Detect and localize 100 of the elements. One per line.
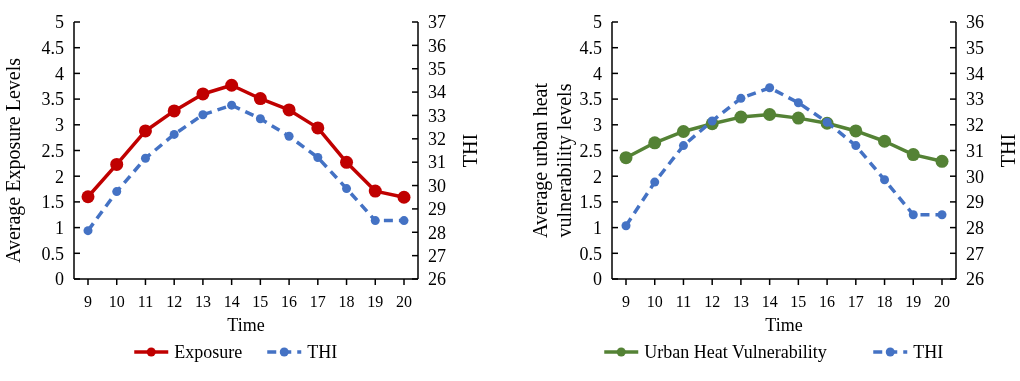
point	[255, 114, 265, 124]
x-tick-label: 17	[847, 292, 864, 310]
point	[908, 210, 918, 220]
y2-tick-label: 31	[966, 140, 984, 161]
x-tick-label: 19	[367, 292, 384, 310]
x-tick-label: 20	[396, 292, 412, 310]
point	[678, 141, 688, 151]
y2-tick-label: 34	[966, 63, 984, 84]
point	[650, 177, 660, 187]
point	[225, 78, 239, 92]
y-tick-label: 3	[593, 115, 602, 136]
point	[707, 116, 717, 126]
y-tick-label: 1	[55, 217, 64, 238]
x-tick-label: 11	[675, 292, 692, 310]
point	[198, 110, 208, 120]
point	[676, 124, 690, 138]
legend-label: Urban Heat Vulnerability	[644, 342, 827, 363]
y-tick-label: 1.5	[41, 192, 64, 213]
point	[112, 187, 122, 197]
y-tick-label: 4.5	[41, 38, 64, 58]
x-axis-title: Time	[227, 315, 265, 336]
y2-tick-label: 30	[966, 166, 984, 187]
point	[138, 124, 152, 138]
x-tick-label: 14	[761, 292, 778, 310]
x-tick-label: 12	[166, 292, 183, 310]
y2-tick-label: 27	[428, 245, 446, 266]
y-tick-label: 0.5	[579, 243, 602, 264]
point	[342, 184, 352, 194]
y-tick-label: 2.5	[41, 140, 64, 161]
x-axis-title: Time	[765, 315, 803, 336]
point	[284, 131, 294, 141]
y2-tick-label: 26	[966, 269, 984, 290]
y-tick-label: 3.5	[579, 89, 602, 110]
y2-tick-label: 35	[428, 59, 446, 80]
point	[935, 154, 949, 168]
y2-tick-label: 36	[966, 12, 984, 33]
y-tick-label: 3	[55, 115, 64, 136]
x-tick-label: 18	[338, 292, 355, 310]
y2-tick-label: 27	[966, 243, 984, 264]
y-tick-label: 2	[593, 166, 602, 187]
point	[282, 103, 296, 117]
y-tick-label: 3.5	[41, 89, 64, 110]
y2-tick-label: 34	[428, 82, 446, 103]
point	[906, 148, 920, 162]
y-tick-label: 0	[55, 269, 64, 290]
point	[648, 136, 662, 150]
point	[397, 190, 411, 204]
legend-label: THI	[307, 342, 338, 363]
point	[878, 134, 892, 148]
y-axis-title: Average Exposure Levels	[2, 57, 25, 264]
point	[227, 100, 237, 110]
point	[763, 108, 777, 122]
x-tick-label: 14	[223, 292, 240, 310]
point	[791, 111, 805, 125]
x-tick-label: 13	[194, 292, 211, 310]
point	[311, 121, 325, 135]
point	[167, 104, 181, 118]
x-tick-label: 9	[622, 292, 630, 310]
x-tick-label: 16	[819, 292, 836, 310]
y-tick-label: 0.5	[41, 243, 64, 264]
y2-tick-label: 28	[966, 217, 984, 238]
x-tick-label: 19	[905, 292, 922, 310]
y2-tick-label: 35	[966, 38, 984, 58]
point	[621, 221, 631, 231]
y2-tick-label: 29	[428, 199, 446, 220]
y-tick-label: 1	[593, 217, 602, 238]
x-tick-label: 15	[252, 292, 269, 310]
x-tick-label: 10	[108, 292, 125, 310]
y2-tick-label: 29	[966, 192, 984, 213]
point	[81, 190, 95, 204]
y-tick-label: 1.5	[579, 192, 602, 213]
x-tick-label: 18	[876, 292, 893, 310]
y2-tick-label: 33	[966, 89, 984, 110]
x-tick-label: 13	[732, 292, 749, 310]
point	[370, 216, 380, 226]
x-tick-label: 16	[281, 292, 298, 310]
point	[399, 216, 409, 226]
point	[765, 83, 775, 93]
point	[169, 129, 179, 139]
y2-tick-label: 26	[428, 269, 446, 290]
point	[83, 226, 93, 236]
x-tick-label: 9	[84, 292, 92, 310]
point	[253, 92, 267, 106]
y2-tick-label: 32	[428, 129, 446, 150]
y2-tick-label: 36	[428, 35, 446, 56]
y-tick-label: 4	[55, 63, 64, 84]
y2-tick-label: 31	[428, 152, 446, 173]
point	[313, 153, 323, 163]
x-tick-label: 20	[934, 292, 950, 310]
y-axis-title: Average urban heat vulnerability levels	[529, 82, 576, 239]
y2-tick-label: 32	[966, 115, 984, 136]
point	[793, 98, 803, 108]
x-tick-label: 12	[704, 292, 721, 310]
x-tick-label: 17	[309, 292, 326, 310]
point	[734, 110, 748, 124]
x-tick-label: 15	[790, 292, 807, 310]
point	[110, 157, 124, 171]
y-tick-label: 4	[593, 63, 602, 84]
point	[140, 153, 150, 163]
point	[849, 124, 863, 138]
